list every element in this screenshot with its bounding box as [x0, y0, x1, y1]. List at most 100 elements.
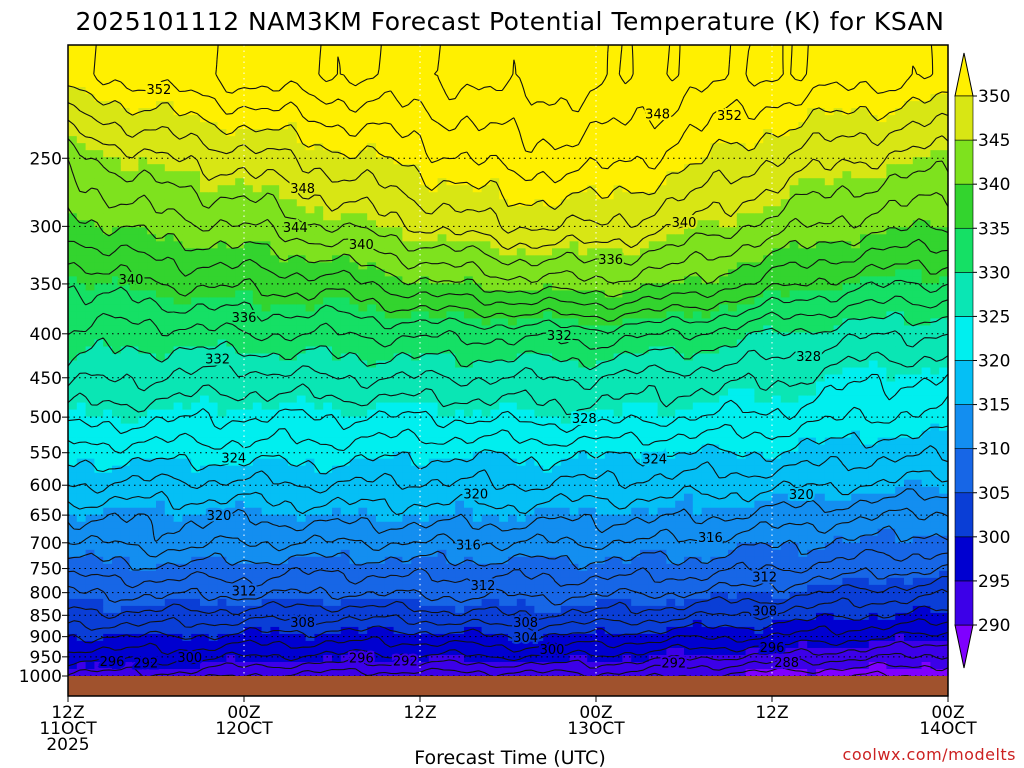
heatmap-cell [68, 332, 78, 341]
heatmap-cell [516, 122, 527, 130]
heatmap-cell [446, 661, 456, 670]
heatmap-cell [85, 262, 95, 270]
heatmap-cell [420, 290, 430, 298]
heatmap-cell [481, 640, 491, 649]
heatmap-cell [376, 409, 386, 418]
heatmap-cell [481, 220, 491, 228]
heatmap-cell [305, 654, 315, 663]
heatmap-cell [138, 143, 148, 151]
heatmap-cell [402, 220, 412, 228]
heatmap-cell [138, 500, 148, 509]
heatmap-cell [200, 94, 210, 102]
heatmap-cell [464, 458, 474, 467]
heatmap-cell [525, 598, 535, 607]
heatmap-cell [402, 402, 412, 411]
heatmap-cell [552, 353, 562, 362]
heatmap-cell [428, 87, 439, 95]
heatmap-cell [156, 458, 166, 467]
heatmap-cell [508, 598, 518, 607]
heatmap-cell [68, 451, 78, 460]
heatmap-cell [367, 59, 377, 67]
heatmap-cell [288, 206, 298, 214]
heatmap-cell [543, 192, 553, 200]
heatmap-cell [552, 136, 562, 144]
heatmap-cell [288, 115, 298, 123]
heatmap-cell [349, 605, 359, 614]
heatmap-cell [411, 248, 421, 256]
heatmap-cell [376, 332, 386, 341]
heatmap-cell [552, 332, 562, 341]
heatmap-cell [288, 437, 298, 446]
heatmap-cell [244, 122, 254, 130]
heatmap-cell [164, 185, 175, 193]
heatmap-cell [508, 178, 518, 186]
heatmap-cell [349, 619, 359, 628]
heatmap-cell [120, 514, 131, 523]
heatmap-cell [525, 101, 535, 109]
heatmap-cell [534, 367, 544, 376]
heatmap-cell [332, 633, 342, 642]
heatmap-cell [164, 381, 175, 390]
heatmap-cell [340, 353, 351, 362]
heatmap-cell [428, 143, 439, 151]
heatmap-cell [261, 668, 271, 677]
heatmap-cell [164, 626, 175, 635]
heatmap-cell [552, 185, 562, 193]
heatmap-cell [147, 213, 157, 221]
heatmap-cell [164, 297, 175, 306]
heatmap-cell [420, 227, 430, 235]
heatmap-cell [534, 115, 544, 123]
heatmap-cell [490, 612, 500, 621]
heatmap-cell [76, 640, 87, 649]
heatmap-cell [164, 570, 175, 579]
heatmap-cell [534, 262, 544, 270]
heatmap-cell [446, 444, 456, 453]
heatmap-cell [472, 549, 483, 558]
heatmap-cell [543, 493, 553, 502]
heatmap-cell [411, 465, 421, 474]
heatmap-cell [147, 388, 157, 397]
heatmap-cell [323, 388, 333, 397]
heatmap-cell [138, 164, 148, 172]
heatmap-cell [85, 402, 95, 411]
heatmap-cell [490, 584, 500, 593]
heatmap-cell [156, 430, 166, 439]
heatmap-cell [200, 605, 210, 614]
heatmap-cell [376, 479, 386, 488]
heatmap-cell [252, 52, 263, 60]
heatmap-cell [76, 262, 87, 270]
heatmap-cell [182, 360, 192, 369]
heatmap-cell [481, 605, 491, 614]
heatmap-cell [376, 486, 386, 495]
heatmap-cell [402, 164, 412, 172]
heatmap-cell [455, 451, 465, 460]
heatmap-cell [305, 297, 315, 306]
heatmap-cell [235, 514, 245, 523]
heatmap-cell [420, 570, 430, 579]
heatmap-cell [217, 346, 227, 355]
heatmap-cell [543, 388, 553, 397]
heatmap-cell [411, 514, 421, 523]
heatmap-cell [85, 423, 95, 432]
heatmap-cell [235, 108, 245, 116]
heatmap-cell [525, 661, 535, 670]
heatmap-cell [200, 157, 210, 165]
heatmap-cell [261, 108, 271, 116]
heatmap-cell [252, 668, 263, 677]
heatmap-cell [481, 283, 491, 291]
heatmap-cell [261, 248, 271, 256]
heatmap-cell [288, 101, 298, 109]
heatmap-cell [120, 311, 131, 320]
heatmap-cell [173, 101, 183, 109]
heatmap-cell [76, 94, 87, 102]
heatmap-cell [393, 45, 403, 53]
heatmap-cell [358, 304, 368, 313]
heatmap-cell [147, 241, 157, 249]
heatmap-cell [103, 423, 113, 432]
heatmap-cell [534, 360, 544, 369]
heatmap-cell [68, 122, 78, 130]
heatmap-cell [384, 367, 395, 376]
heatmap-cell [358, 570, 368, 579]
heatmap-cell [182, 409, 192, 418]
heatmap-cell [129, 451, 139, 460]
